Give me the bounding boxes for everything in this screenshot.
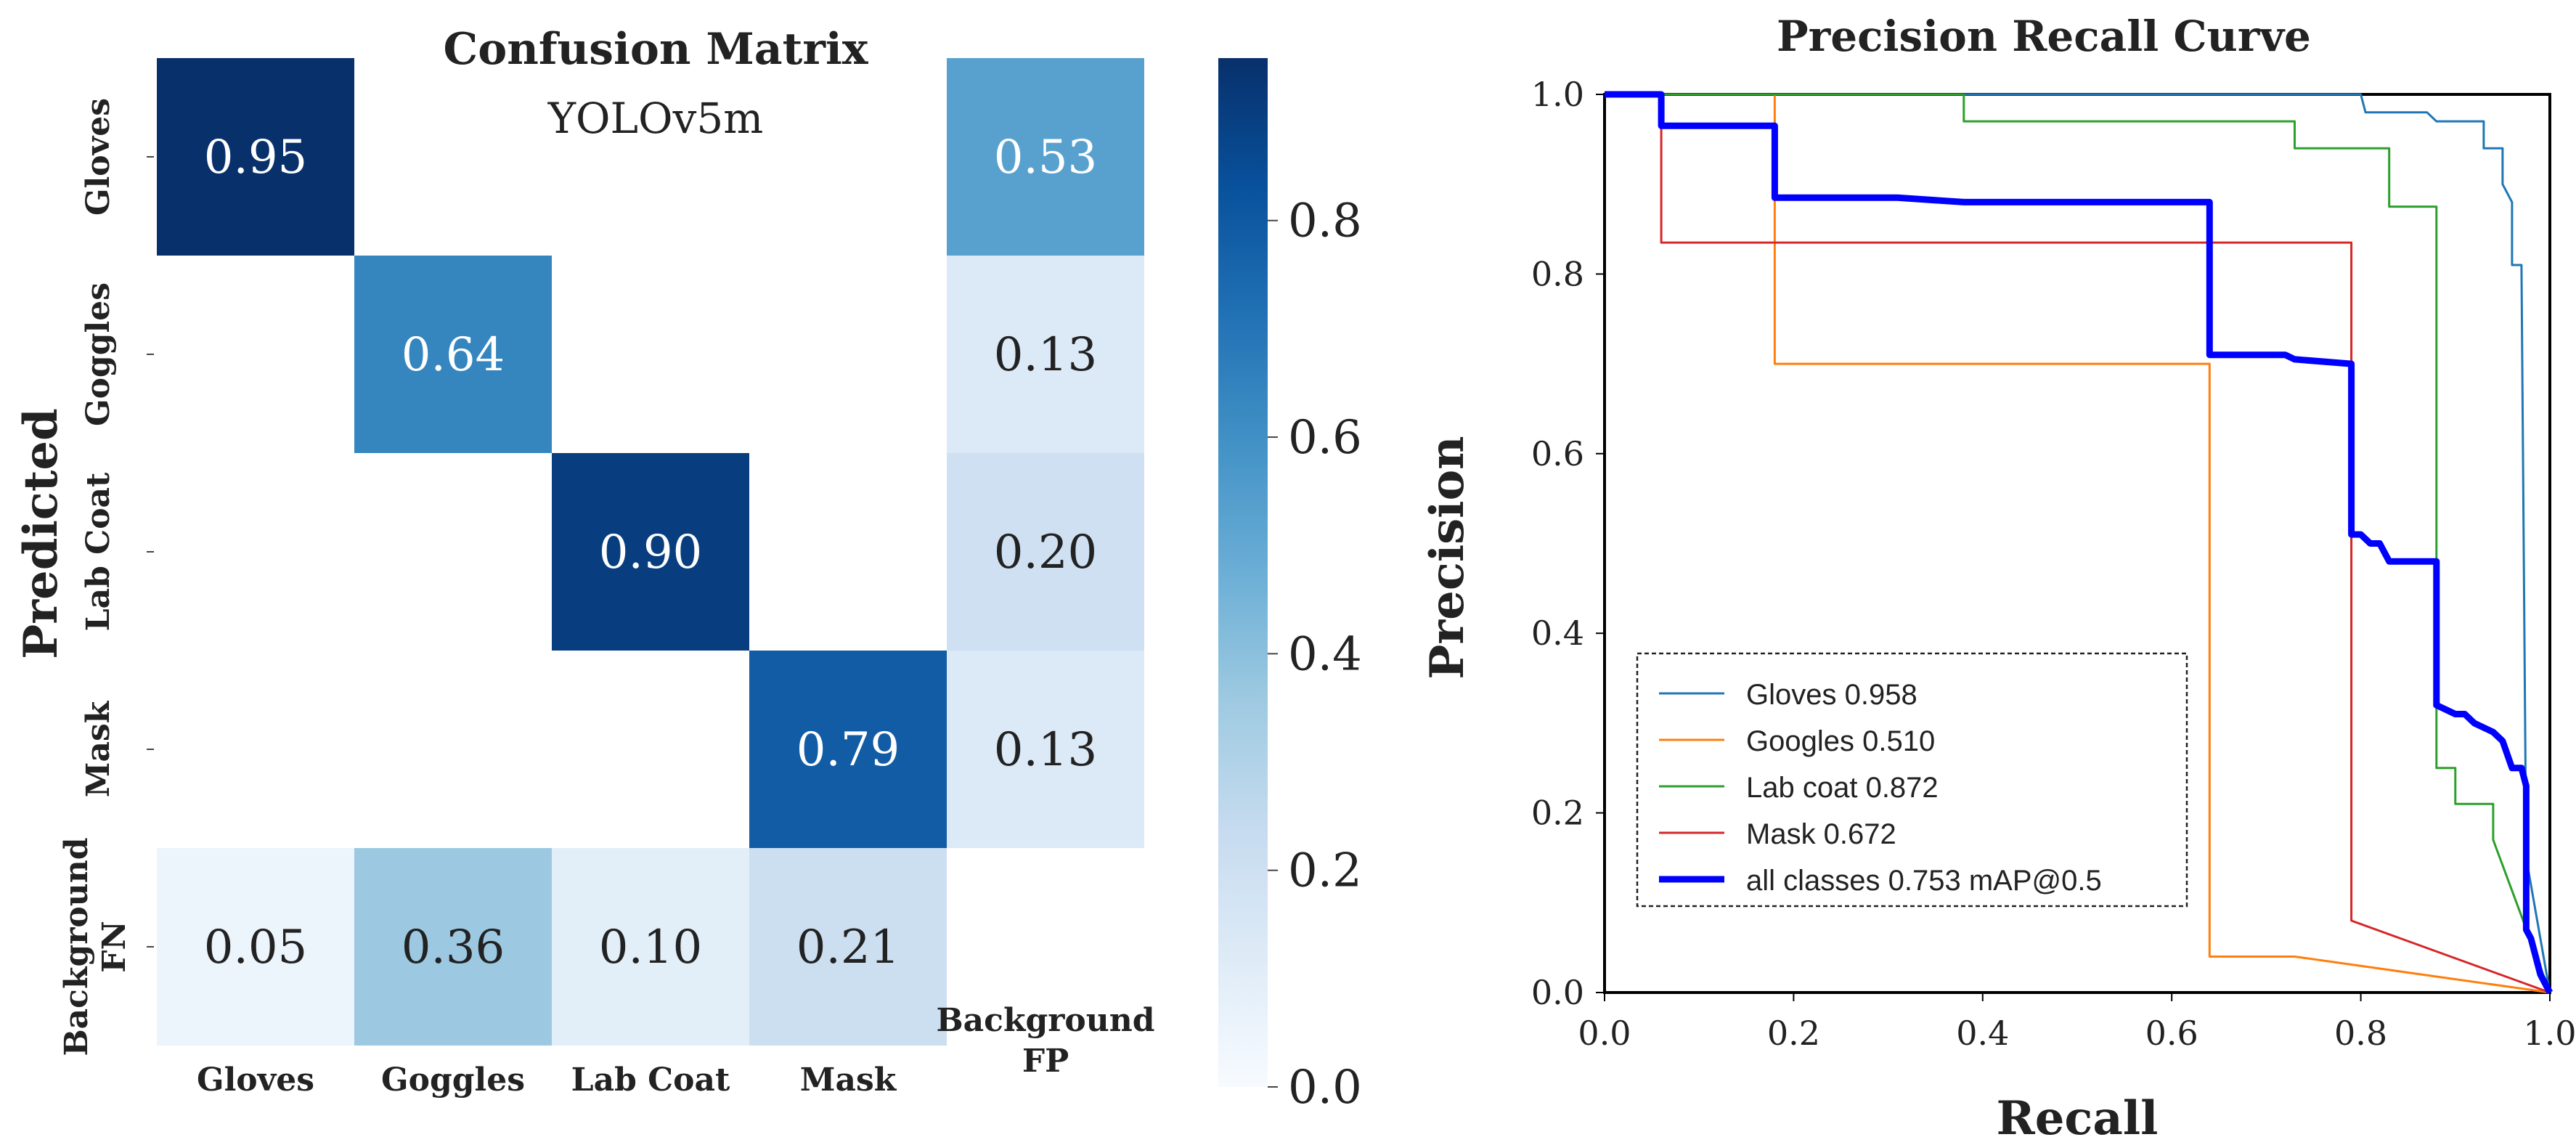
legend-label-all-classes-0-753-map-0-5: all classes 0.753 mAP@0.5 — [1746, 865, 2102, 897]
heatmap-cell-4-1 — [354, 848, 552, 1046]
col-label-background-fp: Background FP — [936, 1002, 1154, 1080]
col-label-goggles: Goggles — [381, 1062, 525, 1099]
x-tick-label: 0.0 — [1578, 1014, 1631, 1053]
heatmap-cell-4-2 — [552, 848, 749, 1046]
pr-series-lines — [1605, 91, 2553, 995]
colorbar-tick-label: 0.8 — [1288, 195, 1362, 248]
x-tick-label: 0.4 — [1956, 1014, 2009, 1053]
colorbar-tick-label: 0.6 — [1288, 411, 1362, 465]
heatmap-cell-4-0 — [157, 848, 354, 1046]
pr-y-ticks: 0.0 0.2 0.4 0.6 0.8 1.0 — [1531, 75, 1605, 1012]
x-tick-label: 0.8 — [2334, 1014, 2387, 1053]
heatmap-cell-2-4 — [947, 453, 1144, 651]
heatmap-cell-1-1 — [354, 256, 552, 453]
colorbar: 0.0 0.2 0.4 0.6 0.8 — [1218, 58, 1362, 1115]
heatmap-values: 0.95 0.53 0.64 0.13 0.90 0.20 0.79 0.13 0.05 0.36… — [204, 131, 1098, 974]
legend-label-googles-0-510: Googles 0.510 — [1746, 725, 1935, 757]
cm-subtitle: YOLOv5m — [547, 94, 764, 143]
heatmap-value-3-4: 0.13 — [994, 723, 1098, 777]
colorbar-tick-label: 0.2 — [1288, 844, 1362, 898]
legend-label-gloves-0-958: Gloves 0.958 — [1746, 679, 1917, 711]
heatmap-cell-1-4 — [947, 256, 1144, 453]
heatmap-value-1-4: 0.13 — [994, 328, 1098, 382]
heatmap-value-4-3: 0.21 — [796, 921, 900, 974]
col-label-lab-coat: Lab Coat — [571, 1062, 730, 1099]
colorbar-gradient — [1218, 58, 1268, 1087]
pr-ylabel: Precision — [1420, 436, 1475, 679]
colorbar-tick-label: 0.4 — [1288, 627, 1362, 681]
legend-label-lab-coat-0-872: Lab coat 0.872 — [1746, 772, 1939, 804]
heatmap-value-2-4: 0.20 — [994, 526, 1098, 579]
y-tick-label: 0.0 — [1531, 973, 1584, 1012]
y-tick-label: 1.0 — [1531, 75, 1584, 114]
heatmap-value-1-1: 0.64 — [402, 328, 505, 382]
heatmap-cell-3-4 — [947, 651, 1144, 848]
x-tick-label: 1.0 — [2523, 1014, 2576, 1053]
pr-legend: Gloves 0.958 Googles 0.510 Lab coat 0.872 M… — [1636, 652, 2188, 908]
heatmap-cell-2-2 — [552, 453, 749, 651]
col-label-gloves: Gloves — [197, 1062, 314, 1099]
y-tick-label: 0.4 — [1531, 614, 1584, 653]
cm-ylabel: Predicted — [14, 408, 68, 659]
series-line-all-classes-0-753-map-0-5 — [1605, 91, 2553, 995]
x-tick-label: 0.6 — [2145, 1014, 2198, 1053]
colorbar-ticks: 0.0 0.2 0.4 0.6 0.8 — [1268, 195, 1362, 1115]
heatmap-cells — [157, 58, 1144, 1046]
heatmap-value-0-4: 0.53 — [994, 131, 1098, 184]
row-label-background-fn: BackgroundFN — [58, 837, 133, 1056]
pr-title: Precision Recall Curve — [1777, 12, 2311, 61]
confusion-matrix: 0.95 0.53 0.64 0.13 0.90 0.20 0.79 0.13 0.05 0.36… — [14, 24, 1155, 1099]
row-label-goggles: Goggles — [80, 282, 117, 426]
heatmap-value-4-2: 0.10 — [599, 921, 703, 974]
colorbar-tick-label: 0.0 — [1288, 1061, 1362, 1115]
row-label-mask: Mask — [80, 700, 117, 797]
y-tick-label: 0.8 — [1531, 254, 1584, 293]
legend-label-mask-0-672: Mask 0.672 — [1746, 818, 1896, 850]
heatmap-cell-3-3 — [749, 651, 947, 848]
heatmap-value-4-1: 0.36 — [402, 921, 505, 974]
heatmap-cell-0-4 — [947, 58, 1144, 256]
pr-x-ticks: 0.0 0.2 0.4 0.6 0.8 1.0 — [1578, 993, 2576, 1053]
cm-title: Confusion Matrix — [443, 24, 868, 75]
heatmap-value-0-0: 0.95 — [204, 131, 308, 184]
heatmap-value-3-3: 0.79 — [796, 723, 900, 777]
col-label-mask: Mask — [800, 1062, 897, 1099]
pr-xlabel: Recall — [1997, 1091, 2159, 1145]
heatmap-row-labels: Gloves Goggles Lab Coat Mask BackgroundFN — [58, 98, 154, 1056]
y-tick-label: 0.2 — [1531, 794, 1584, 833]
legend-frame — [1636, 652, 2188, 908]
y-tick-label: 0.6 — [1531, 434, 1584, 473]
row-label-gloves: Gloves — [80, 98, 117, 216]
heatmap-cell-4-3 — [749, 848, 947, 1046]
series-line-gloves-0-958 — [1605, 93, 2551, 993]
heatmap-value-2-2: 0.90 — [599, 526, 703, 579]
heatmap-cell-0-0 — [157, 58, 354, 256]
pr-curve-chart: Precision Recall Curve 0.0 0.2 0.4 0.6 0.8 1.… — [1420, 12, 2576, 1145]
heatmap-value-4-0: 0.05 — [204, 921, 308, 974]
series-line-lab-coat-0-872 — [1605, 93, 2551, 993]
row-label-lab-coat: Lab Coat — [80, 472, 117, 631]
x-tick-label: 0.2 — [1767, 1014, 1820, 1053]
heatmap-col-labels: Gloves Goggles Lab Coat Mask Background FP — [197, 1002, 1155, 1099]
